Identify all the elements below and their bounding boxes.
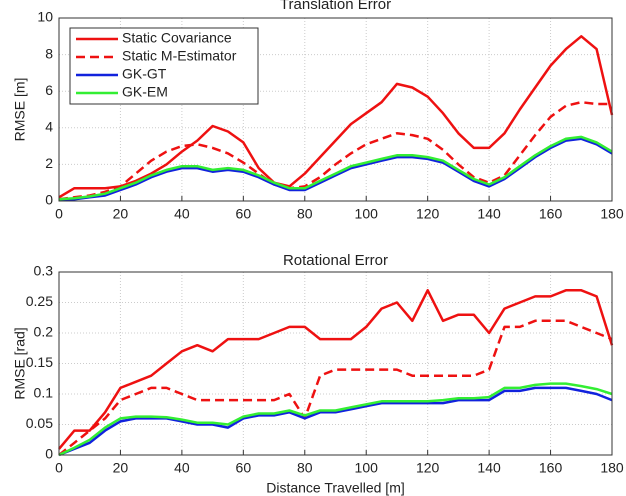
series-line: [58, 35, 614, 199]
x-tick-label: 40: [174, 460, 190, 476]
y-tick-label: 4: [45, 119, 53, 135]
chart-title: Translation Error: [280, 0, 391, 13]
series-line: [58, 319, 613, 456]
x-tick-label: 40: [174, 206, 190, 222]
x-tick-label: 20: [113, 460, 129, 476]
x-tick-label: 0: [55, 460, 63, 476]
x-tick-label: 120: [416, 460, 440, 476]
y-tick-label: 0.25: [26, 293, 53, 309]
x-tick-label: 60: [236, 460, 252, 476]
series-line: [58, 100, 612, 201]
axes-box: [58, 17, 613, 202]
x-tick-label: 100: [355, 460, 379, 476]
y-tick-label: 0.15: [26, 354, 53, 370]
axes-box: [58, 271, 613, 456]
y-tick-label: 0: [45, 192, 53, 208]
x-tick-label: 180: [600, 460, 624, 476]
x-tick-label: 140: [477, 206, 501, 222]
x-tick-label: 60: [236, 206, 252, 222]
y-axis-label: RMSE [m]: [12, 78, 28, 142]
x-tick-label: 120: [416, 206, 440, 222]
legend-label: Static Covariance: [122, 30, 232, 46]
y-tick-label: 0.3: [34, 263, 54, 279]
y-tick-label: 10: [37, 9, 53, 25]
legend-label: GK-EM: [122, 84, 168, 100]
x-tick-label: 180: [600, 206, 624, 222]
legend-label: GK-GT: [122, 66, 167, 82]
x-tick-label: 140: [477, 460, 501, 476]
series-line: [58, 135, 613, 201]
x-tick-label: 100: [355, 206, 379, 222]
x-tick-label: 160: [539, 206, 563, 222]
y-tick-label: 0.05: [26, 415, 53, 431]
series-line: [58, 386, 613, 457]
legend-label: Static M-Estimator: [122, 48, 237, 64]
y-tick-label: 8: [45, 45, 53, 61]
x-axis-label: Distance Travelled [m]: [266, 480, 405, 496]
series-line: [58, 382, 613, 457]
y-tick-label: 0.1: [34, 385, 54, 401]
x-tick-label: 160: [539, 460, 563, 476]
y-tick-label: 2: [45, 155, 53, 171]
chart-title: Rotational Error: [283, 252, 388, 269]
x-tick-label: 80: [297, 206, 313, 222]
y-tick-label: 6: [45, 82, 53, 98]
x-tick-label: 0: [55, 206, 63, 222]
series-line: [58, 137, 613, 202]
y-tick-label: 0.2: [34, 324, 54, 340]
y-axis-label: RMSE [rad]: [12, 327, 28, 399]
x-tick-label: 80: [297, 460, 313, 476]
series-line: [58, 289, 614, 450]
x-tick-label: 20: [113, 206, 129, 222]
legend-box: [69, 27, 259, 105]
y-tick-label: 0: [45, 446, 53, 462]
